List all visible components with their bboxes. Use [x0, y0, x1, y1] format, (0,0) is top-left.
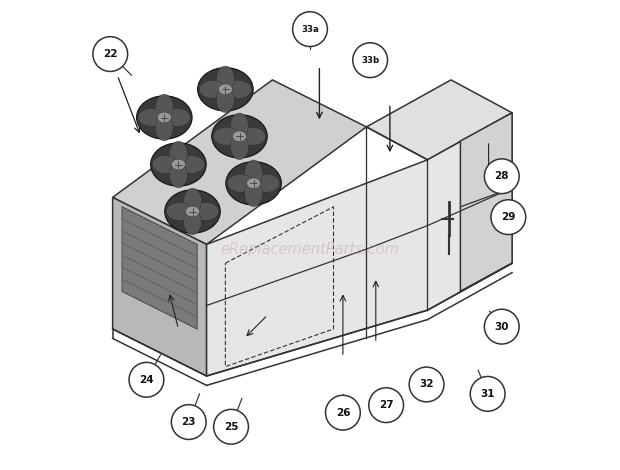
Text: eReplacementParts.com: eReplacementParts.com: [221, 242, 399, 257]
Ellipse shape: [184, 188, 202, 214]
Ellipse shape: [169, 162, 187, 188]
Circle shape: [484, 159, 519, 194]
Circle shape: [293, 12, 327, 47]
Text: 24: 24: [139, 375, 154, 385]
Ellipse shape: [199, 80, 225, 98]
Ellipse shape: [213, 127, 239, 145]
Ellipse shape: [240, 127, 265, 145]
Text: 31: 31: [480, 389, 495, 399]
Text: 25: 25: [224, 422, 238, 432]
Circle shape: [369, 388, 404, 423]
Circle shape: [484, 309, 519, 344]
Circle shape: [353, 43, 388, 78]
Ellipse shape: [157, 112, 171, 123]
Text: 22: 22: [103, 49, 118, 59]
Ellipse shape: [231, 113, 249, 139]
Ellipse shape: [216, 66, 234, 92]
Ellipse shape: [226, 162, 281, 205]
Ellipse shape: [184, 209, 202, 235]
Ellipse shape: [228, 174, 254, 192]
Ellipse shape: [231, 134, 249, 160]
Text: 29: 29: [501, 212, 515, 222]
Circle shape: [491, 200, 526, 235]
Circle shape: [171, 405, 206, 439]
Ellipse shape: [138, 109, 164, 126]
Circle shape: [326, 395, 360, 430]
Ellipse shape: [179, 156, 205, 173]
Ellipse shape: [153, 156, 178, 173]
Polygon shape: [113, 80, 366, 244]
Circle shape: [214, 409, 249, 444]
Ellipse shape: [151, 143, 206, 186]
Circle shape: [409, 367, 444, 402]
Ellipse shape: [156, 115, 173, 141]
Ellipse shape: [165, 190, 220, 233]
Ellipse shape: [218, 84, 232, 94]
Text: 27: 27: [379, 400, 394, 410]
Ellipse shape: [171, 159, 185, 170]
Ellipse shape: [164, 109, 190, 126]
Ellipse shape: [254, 174, 280, 192]
Polygon shape: [122, 207, 197, 329]
Text: 33b: 33b: [361, 55, 379, 65]
Ellipse shape: [226, 80, 252, 98]
Ellipse shape: [193, 203, 219, 220]
Ellipse shape: [216, 87, 234, 113]
Text: 32: 32: [419, 379, 434, 390]
Ellipse shape: [247, 178, 260, 189]
Polygon shape: [366, 80, 512, 160]
Ellipse shape: [185, 206, 200, 217]
Ellipse shape: [212, 115, 267, 158]
Text: 28: 28: [495, 171, 509, 181]
Ellipse shape: [232, 131, 247, 142]
Ellipse shape: [198, 68, 253, 111]
Text: 26: 26: [335, 407, 350, 418]
Circle shape: [470, 376, 505, 411]
Circle shape: [129, 362, 164, 397]
Polygon shape: [206, 113, 512, 376]
Ellipse shape: [245, 160, 262, 186]
Circle shape: [93, 37, 128, 71]
Ellipse shape: [156, 94, 173, 120]
Polygon shape: [461, 113, 512, 291]
Ellipse shape: [169, 141, 187, 167]
Text: 23: 23: [182, 417, 196, 427]
Text: 33a: 33a: [301, 24, 319, 34]
Text: 30: 30: [495, 321, 509, 332]
Ellipse shape: [166, 203, 192, 220]
Ellipse shape: [245, 181, 262, 207]
Polygon shape: [113, 197, 206, 376]
Ellipse shape: [136, 96, 192, 139]
